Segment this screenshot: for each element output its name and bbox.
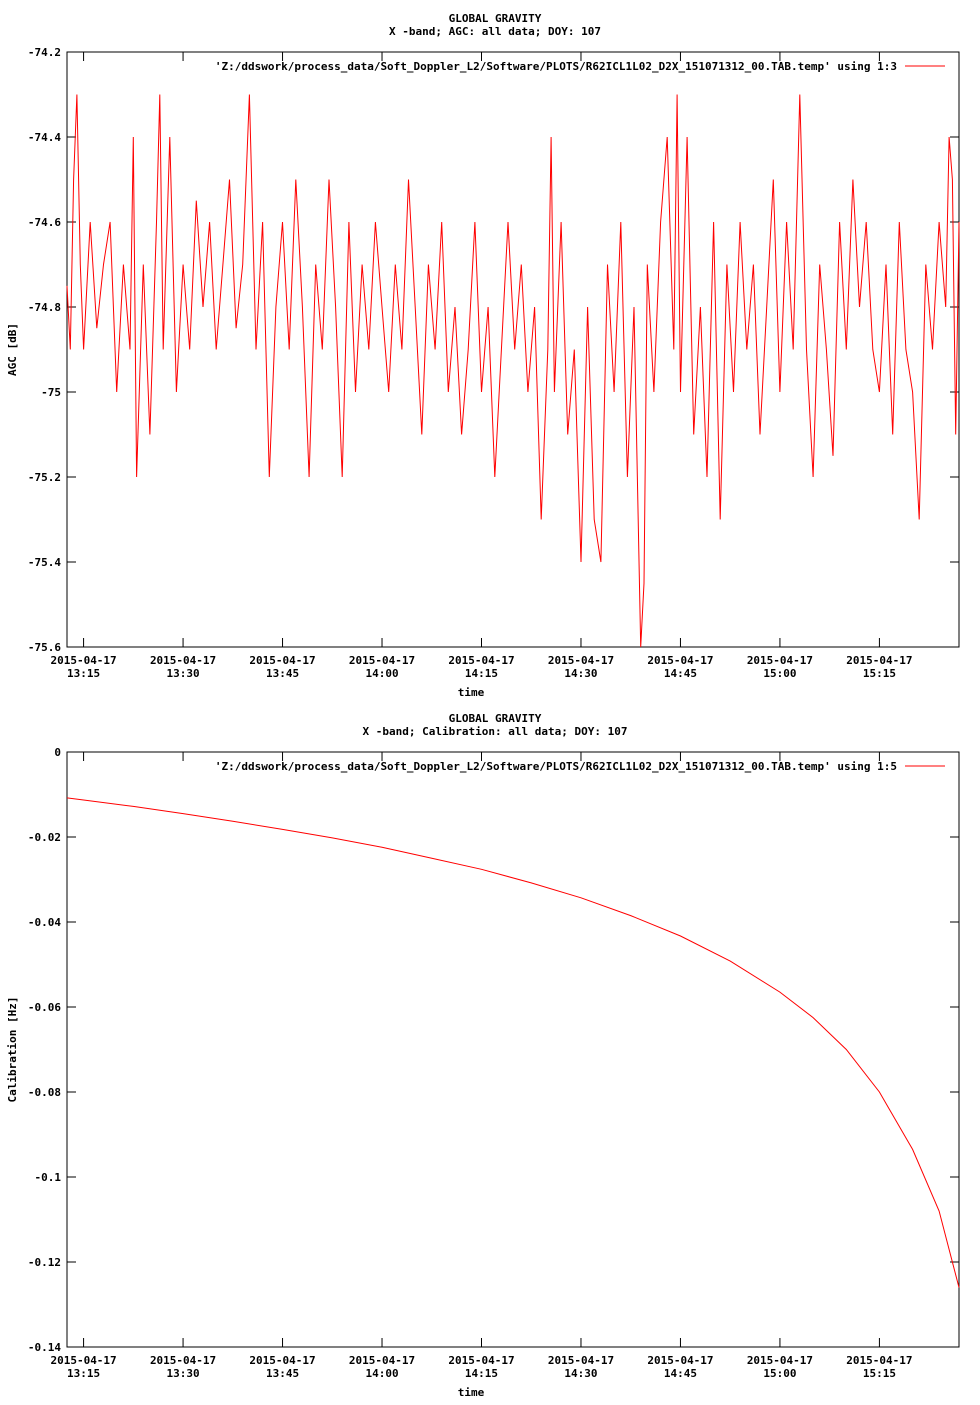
x-tick-label-date: 2015-04-17: [846, 1354, 912, 1367]
y-tick-label: -0.02: [28, 831, 61, 844]
x-tick-label-date: 2015-04-17: [249, 1354, 315, 1367]
y-tick-label: 0: [54, 746, 61, 759]
x-tick-label-time: 15:00: [763, 1367, 796, 1380]
x-tick-label-time: 13:15: [67, 667, 100, 680]
x-tick-label-time: 13:15: [67, 1367, 100, 1380]
x-tick-label-date: 2015-04-17: [647, 1354, 713, 1367]
y-tick-label: -74.4: [28, 131, 61, 144]
x-tick-label-time: 13:30: [166, 1367, 199, 1380]
y-tick-label: -0.1: [35, 1171, 62, 1184]
x-tick-label-time: 14:15: [465, 1367, 498, 1380]
x-tick-label-time: 14:30: [564, 1367, 597, 1380]
y-tick-label: -0.08: [28, 1086, 61, 1099]
y-axis-label: AGC [dB]: [6, 323, 19, 376]
x-axis-label: time: [458, 1386, 485, 1399]
x-tick-label-time: 14:30: [564, 667, 597, 680]
series-line: [66, 94, 960, 648]
x-tick-label-date: 2015-04-17: [747, 1354, 813, 1367]
x-tick-label-time: 14:00: [365, 667, 398, 680]
y-tick-label: -0.06: [28, 1001, 61, 1014]
chart-title: GLOBAL GRAVITY: [449, 712, 542, 725]
x-tick-label-time: 13:45: [266, 1367, 299, 1380]
x-tick-label-date: 2015-04-17: [448, 1354, 514, 1367]
y-tick-label: -0.14: [28, 1341, 61, 1354]
x-tick-label-time: 14:45: [664, 667, 697, 680]
y-axis-label: Calibration [Hz]: [6, 997, 19, 1103]
y-tick-label: -74.6: [28, 216, 61, 229]
x-tick-label-date: 2015-04-17: [548, 1354, 614, 1367]
x-tick-label-date: 2015-04-17: [846, 654, 912, 667]
x-axis-label: time: [458, 686, 485, 699]
x-tick-label-date: 2015-04-17: [448, 654, 514, 667]
x-tick-label-time: 14:00: [365, 1367, 398, 1380]
x-tick-label-date: 2015-04-17: [50, 1354, 116, 1367]
x-tick-label-time: 15:00: [763, 667, 796, 680]
x-tick-label-time: 15:15: [863, 1367, 896, 1380]
x-tick-label-time: 14:15: [465, 667, 498, 680]
y-tick-label: -75.6: [28, 641, 61, 654]
x-tick-label-date: 2015-04-17: [349, 1354, 415, 1367]
y-tick-label: -75.2: [28, 471, 61, 484]
series-line: [66, 797, 960, 1288]
x-tick-label-time: 13:45: [266, 667, 299, 680]
x-tick-label-date: 2015-04-17: [249, 654, 315, 667]
y-tick-label: -75: [41, 386, 61, 399]
y-tick-label: -75.4: [28, 556, 61, 569]
y-tick-label: -74.8: [28, 301, 61, 314]
x-tick-label-date: 2015-04-17: [647, 654, 713, 667]
x-tick-label-date: 2015-04-17: [150, 1354, 216, 1367]
chart-subtitle: X -band; Calibration: all data; DOY: 107: [363, 725, 628, 738]
x-tick-label-date: 2015-04-17: [548, 654, 614, 667]
chart-title: GLOBAL GRAVITY: [449, 12, 542, 25]
x-tick-label-date: 2015-04-17: [747, 654, 813, 667]
legend-label: 'Z:/ddswork/process_data/Soft_Doppler_L2…: [215, 60, 897, 73]
x-tick-label-date: 2015-04-17: [349, 654, 415, 667]
y-tick-label: -0.04: [28, 916, 61, 929]
y-tick-label: -0.12: [28, 1256, 61, 1269]
plot-frame: [66, 51, 960, 648]
y-tick-label: -74.2: [28, 46, 61, 59]
chart-subtitle: X -band; AGC: all data; DOY: 107: [389, 25, 601, 38]
x-tick-label-time: 14:45: [664, 1367, 697, 1380]
plot-frame: [66, 751, 960, 1348]
x-tick-label-time: 13:30: [166, 667, 199, 680]
legend-label: 'Z:/ddswork/process_data/Soft_Doppler_L2…: [215, 760, 897, 773]
x-tick-label-time: 15:15: [863, 667, 896, 680]
x-tick-label-date: 2015-04-17: [150, 654, 216, 667]
x-tick-label-date: 2015-04-17: [50, 654, 116, 667]
